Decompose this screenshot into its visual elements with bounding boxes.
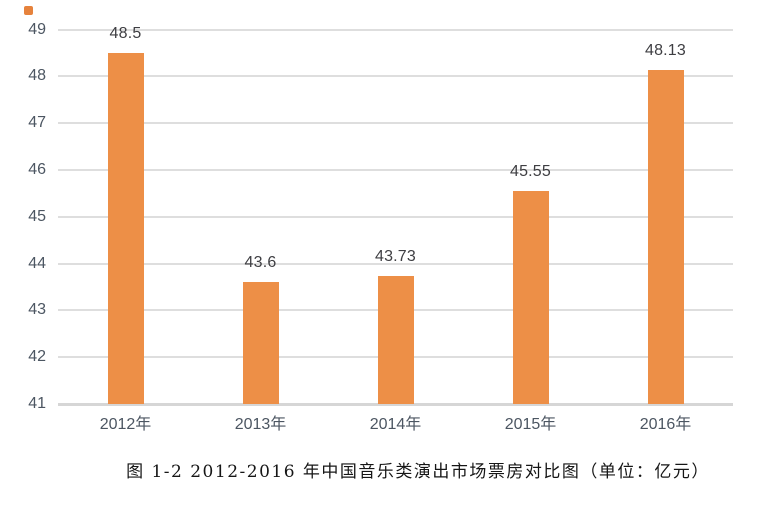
y-tick-label: 43	[28, 301, 46, 319]
bar-value-label: 48.13	[644, 42, 687, 60]
x-axis-label: 2012年	[99, 416, 152, 433]
bar-value-label: 45.55	[509, 163, 552, 180]
y-tick-label: 46	[28, 160, 46, 178]
y-tick-label: 44	[28, 254, 46, 272]
gridline	[58, 28, 733, 31]
bar-value-label: 48.5	[109, 24, 142, 42]
x-axis-line	[58, 402, 733, 406]
gridline	[58, 122, 733, 125]
bar-2012	[107, 52, 144, 404]
bar-value-label: 43.73	[374, 248, 417, 266]
y-tick-label: 42	[28, 348, 46, 366]
y-tick-label: 48	[28, 67, 46, 85]
gridline	[58, 215, 733, 218]
bar-2013	[242, 282, 279, 404]
gridline	[58, 168, 733, 171]
corner-artifact-dot	[24, 6, 33, 15]
bar-value-label: 43.6	[244, 254, 277, 272]
gridline	[58, 262, 733, 265]
chart-caption: 图 1-2 2012-2016 年中国音乐类演出市场票房对比图（单位：亿元）	[126, 462, 710, 482]
x-axis-label: 2016年	[639, 416, 692, 433]
y-tick-label: 41	[28, 395, 46, 412]
bar-2015	[512, 191, 549, 404]
x-axis-label: 2014年	[369, 416, 422, 433]
y-tick-label: 49	[28, 20, 46, 38]
gridline	[58, 75, 733, 78]
bar-2014	[377, 276, 414, 404]
x-axis-label: 2015年	[504, 416, 557, 433]
y-tick-label: 47	[28, 114, 46, 132]
x-axis-label: 2013年	[234, 416, 287, 433]
bar-2016	[647, 70, 684, 404]
y-tick-label: 45	[28, 207, 46, 225]
